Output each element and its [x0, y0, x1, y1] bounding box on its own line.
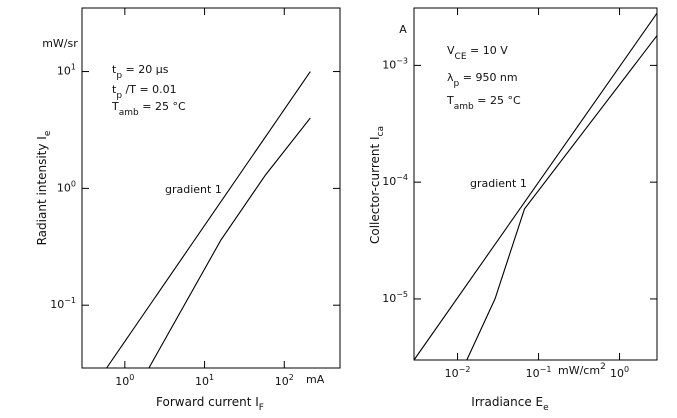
series-line	[106, 71, 311, 369]
text-part: Collector-current I	[368, 136, 382, 244]
x-unit: mA	[306, 373, 325, 386]
annotation: gradient 1	[165, 183, 222, 196]
text-part: 2	[600, 362, 606, 372]
x-tick-label: 100	[115, 373, 134, 388]
tick-base: 10	[610, 367, 624, 380]
tick-exp: −3	[396, 56, 408, 65]
annotation: tp = 20 µs	[112, 63, 169, 81]
text-part: amb	[454, 102, 474, 112]
x-tick-label: 10−1	[526, 365, 552, 380]
series-line	[413, 12, 658, 361]
text-part: = 25 °C	[139, 100, 186, 113]
text-part: p	[116, 71, 122, 81]
text-part: Forward current I	[156, 395, 259, 409]
tick-exp: −5	[396, 290, 408, 299]
annotation: Tamb = 25 °C	[111, 100, 186, 118]
series-line	[466, 35, 658, 361]
tick-exp: 1	[209, 373, 214, 382]
tick-base: 10	[275, 375, 289, 388]
tick-base: 10	[115, 375, 129, 388]
tick-exp: 1	[71, 63, 76, 72]
y-tick-label: 10−1	[50, 296, 76, 311]
tick-exp: 0	[129, 373, 134, 382]
text-part: CE	[455, 52, 467, 62]
tick-exp: −4	[396, 173, 408, 182]
x-tick-label: 100	[610, 365, 629, 380]
tick-exp: 2	[289, 373, 294, 382]
tick-exp: −1	[540, 365, 552, 374]
text-part: p	[454, 79, 460, 89]
x-tick-label: 101	[195, 373, 214, 388]
tick-exp: −1	[64, 296, 76, 305]
tick-base: 10	[57, 181, 71, 194]
y-tick-label: 100	[57, 179, 76, 194]
tick-base: 10	[57, 65, 71, 78]
text-part: V	[447, 44, 455, 57]
y-axis-label: Collector-current Ica	[368, 126, 386, 244]
series-line	[148, 117, 311, 369]
text-part: T	[111, 100, 119, 113]
text-part: = 20 µs	[122, 63, 169, 76]
y-tick-label: 10−4	[382, 173, 408, 188]
annotation: Tamb = 25 °C	[446, 94, 521, 112]
text-part: mW/cm	[558, 364, 600, 377]
text-part: T	[446, 94, 454, 107]
x-axis-label: Forward current IF	[156, 395, 264, 413]
y-unit: A	[399, 23, 407, 36]
text-part: /T = 0.01	[122, 83, 177, 96]
tick-base: 10	[382, 175, 396, 188]
text-part: amb	[119, 108, 139, 118]
plot-frame	[413, 7, 658, 361]
text-part: gradient 1	[470, 177, 527, 190]
text-part: ca	[376, 126, 386, 136]
annotation: gradient 1	[470, 177, 527, 190]
y-unit: mW/sr	[42, 37, 78, 50]
annotation: VCE = 10 V	[447, 44, 508, 62]
text-part: λ	[447, 71, 454, 84]
x-tick-label: 102	[275, 373, 294, 388]
x-unit: mW/cm2	[558, 362, 606, 378]
text-part: F	[259, 403, 264, 413]
text-part: t	[112, 63, 117, 76]
text-part: gradient 1	[165, 183, 222, 196]
y-tick-label: 10−5	[382, 290, 408, 305]
tick-exp: 0	[71, 179, 76, 188]
tick-base: 10	[445, 367, 459, 380]
tick-base: 10	[50, 298, 64, 311]
y-tick-label: 101	[57, 63, 76, 78]
text-part: Irradiance E	[471, 395, 543, 409]
annotation: λp = 950 nm	[447, 71, 518, 89]
text-part: Radiant intensity I	[35, 136, 49, 245]
tick-base: 10	[526, 367, 540, 380]
annotation: tp /T = 0.01	[112, 83, 177, 101]
text-part: = 950 nm	[459, 71, 517, 84]
tick-base: 10	[195, 375, 209, 388]
tick-base: 10	[382, 58, 396, 71]
x-tick-label: 10−2	[445, 365, 471, 380]
text-part: e	[43, 130, 53, 136]
text-part: e	[543, 403, 549, 413]
y-tick-label: 10−3	[382, 56, 408, 71]
tick-base: 10	[382, 292, 396, 305]
y-axis-label: Radiant intensity Ie	[35, 130, 53, 245]
x-axis-label: Irradiance Ee	[471, 395, 549, 413]
text-part: = 25 °C	[474, 94, 521, 107]
tick-exp: −2	[459, 365, 471, 374]
text-part: t	[112, 83, 117, 96]
tick-exp: 0	[624, 365, 629, 374]
text-part: = 10 V	[467, 44, 509, 57]
text-part: p	[116, 91, 122, 101]
